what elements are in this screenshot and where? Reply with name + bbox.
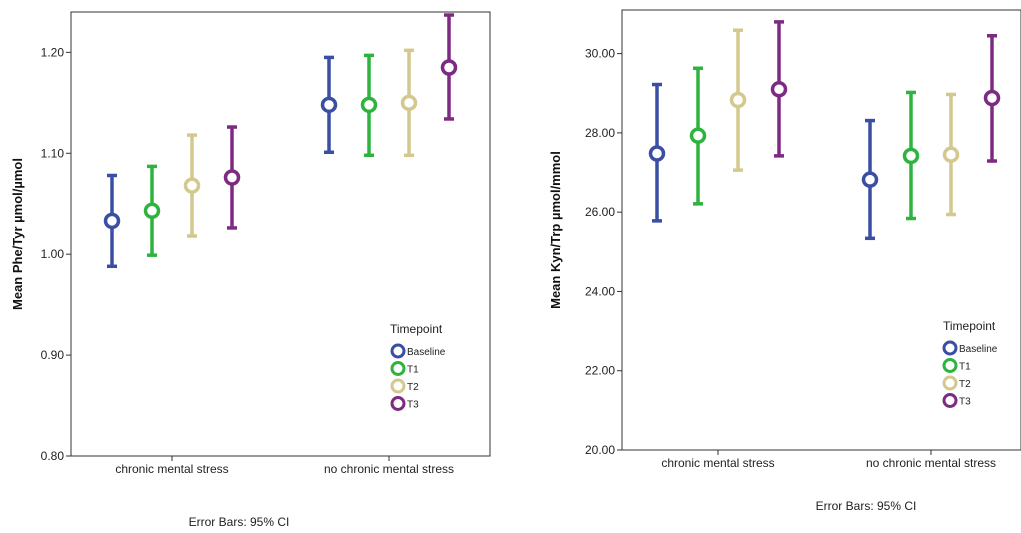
mean-point	[861, 171, 879, 188]
mean-point	[729, 91, 747, 109]
legend-marker	[942, 375, 958, 391]
mean-point	[320, 96, 338, 114]
legend-label: T1	[407, 365, 419, 376]
y-tick-label: 22.00	[585, 364, 615, 378]
legend-marker	[942, 340, 958, 356]
category-label: chronic mental stress	[661, 456, 774, 470]
category-label: chronic mental stress	[115, 462, 228, 476]
mean-point	[183, 177, 201, 194]
plot-frame	[621, 9, 1021, 451]
y-axis-title: Mean Kyn/Trp µmol/mmol	[548, 151, 563, 309]
y-tick-label: 28.00	[585, 126, 615, 140]
plot-frame	[70, 11, 491, 457]
mean-point	[902, 147, 920, 165]
legend: Timepoint Baseline T1 T2 T3	[942, 319, 998, 408]
legend-marker	[942, 358, 958, 373]
y-tick-label: 26.00	[585, 205, 615, 219]
y-tick-label: 0.80	[41, 449, 65, 463]
phe-tyr-chart: 0.80 0.90 1.00 1.10 1.20 chronic mental stres…	[10, 11, 491, 476]
y-axis-title: Mean Phe/Tyr µmol/µmol	[10, 158, 25, 310]
legend-label: T3	[407, 400, 419, 411]
mean-point	[648, 145, 666, 162]
legend-marker	[390, 361, 406, 376]
legend-marker	[390, 343, 406, 359]
y-tick-label: 30.00	[585, 47, 615, 61]
mean-point	[223, 169, 241, 186]
mean-point	[360, 96, 378, 114]
y-tick-label: 1.10	[41, 146, 65, 160]
mean-point	[770, 81, 788, 98]
mean-point	[400, 94, 418, 112]
legend-title: Timepoint	[390, 322, 443, 336]
legend: Timepoint Baseline T1 T2 T3	[390, 322, 446, 411]
y-tick-label: 20.00	[585, 443, 615, 457]
legend-label: T2	[959, 379, 971, 390]
category-label: no chronic mental stress	[866, 456, 996, 470]
mean-point	[103, 212, 121, 230]
mean-point	[942, 146, 960, 163]
kyn-trp-chart: 20.00 22.00 24.00 26.00 28.00 30.00 chronic me…	[548, 9, 1021, 470]
legend-marker	[390, 396, 406, 411]
y-tick-label: 24.00	[585, 284, 615, 298]
y-tick-label: 1.00	[41, 247, 65, 261]
mean-point	[143, 202, 161, 220]
legend-marker	[390, 378, 406, 394]
legend-marker	[942, 393, 958, 408]
legend-label: T3	[959, 397, 971, 408]
legend-label: T2	[407, 382, 419, 393]
mean-point	[440, 59, 458, 76]
footnote-left: Error Bars: 95% CI	[189, 515, 290, 529]
mean-point	[983, 89, 1001, 107]
footnote-right: Error Bars: 95% CI	[816, 499, 917, 513]
y-tick-label: 1.20	[41, 45, 65, 59]
category-label: no chronic mental stress	[324, 462, 454, 476]
mean-point	[689, 127, 707, 144]
y-tick-label: 0.90	[41, 348, 65, 362]
legend-label: Baseline	[959, 344, 998, 355]
legend-label: T1	[959, 362, 971, 373]
legend-title: Timepoint	[943, 319, 996, 333]
legend-label: Baseline	[407, 347, 446, 358]
